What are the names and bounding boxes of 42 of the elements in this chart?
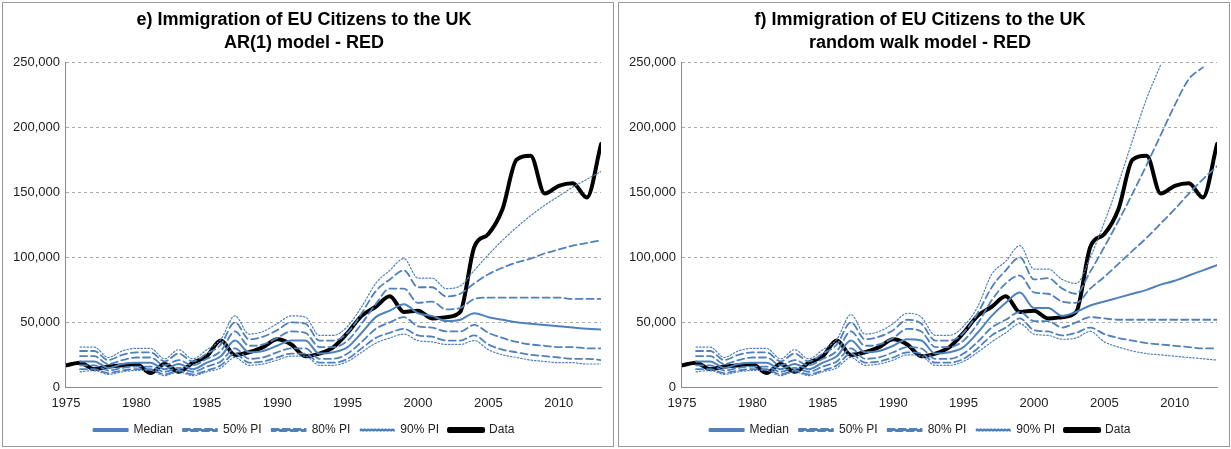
legend-label: Data (1105, 422, 1131, 437)
legend-label: Data (489, 422, 515, 437)
legend-label: 90% PI (1016, 422, 1056, 437)
y-tick-label: 150,000 (628, 183, 676, 199)
y-tick-label: 100,000 (12, 248, 60, 264)
y-tick-label: 250,000 (628, 53, 676, 69)
chart-title: f) Immigration of EU Citizens to the UK (754, 8, 1086, 29)
x-tick-label: 1995 (333, 394, 363, 410)
legend-label: 90% PI (400, 422, 440, 437)
x-tick-label: 1990 (262, 394, 292, 410)
y-tick-label: 50,000 (636, 313, 676, 329)
y-tick-label: 150,000 (12, 183, 60, 199)
legend-label: 50% PI (222, 422, 262, 437)
y-tick-label: 100,000 (628, 248, 676, 264)
x-tick-label: 1990 (878, 394, 908, 410)
x-tick-label: 2010 (1160, 394, 1190, 410)
x-tick-label: 2000 (403, 394, 433, 410)
legend-label: 50% PI (838, 422, 878, 437)
legend-label: 80% PI (311, 422, 351, 437)
x-tick-label: 1985 (808, 394, 838, 410)
x-tick-label: 2005 (1089, 394, 1119, 410)
chart-subtitle: AR(1) model - RED (223, 32, 385, 53)
legend-label: Median (749, 422, 789, 437)
x-tick-label: 1985 (192, 394, 222, 410)
x-tick-label: 1980 (121, 394, 151, 410)
y-tick-label: 200,000 (12, 118, 60, 134)
x-tick-label: 1995 (949, 394, 979, 410)
x-tick-label: 1975 (51, 394, 81, 410)
x-tick-label: 2005 (473, 394, 503, 410)
x-tick-label: 1980 (737, 394, 767, 410)
y-tick-label: 0 (668, 378, 676, 394)
legend-label: Median (133, 422, 173, 437)
chart-title: e) Immigration of EU Citizens to the UK (136, 8, 472, 29)
legend-label: 80% PI (927, 422, 967, 437)
y-tick-label: 0 (52, 378, 60, 394)
y-tick-label: 50,000 (20, 313, 60, 329)
y-tick-label: 250,000 (12, 53, 60, 69)
x-tick-label: 2000 (1019, 394, 1049, 410)
y-tick-label: 200,000 (628, 118, 676, 134)
x-tick-label: 1975 (667, 394, 697, 410)
chart-subtitle: random walk model - RED (808, 32, 1032, 53)
x-tick-label: 2010 (544, 394, 574, 410)
